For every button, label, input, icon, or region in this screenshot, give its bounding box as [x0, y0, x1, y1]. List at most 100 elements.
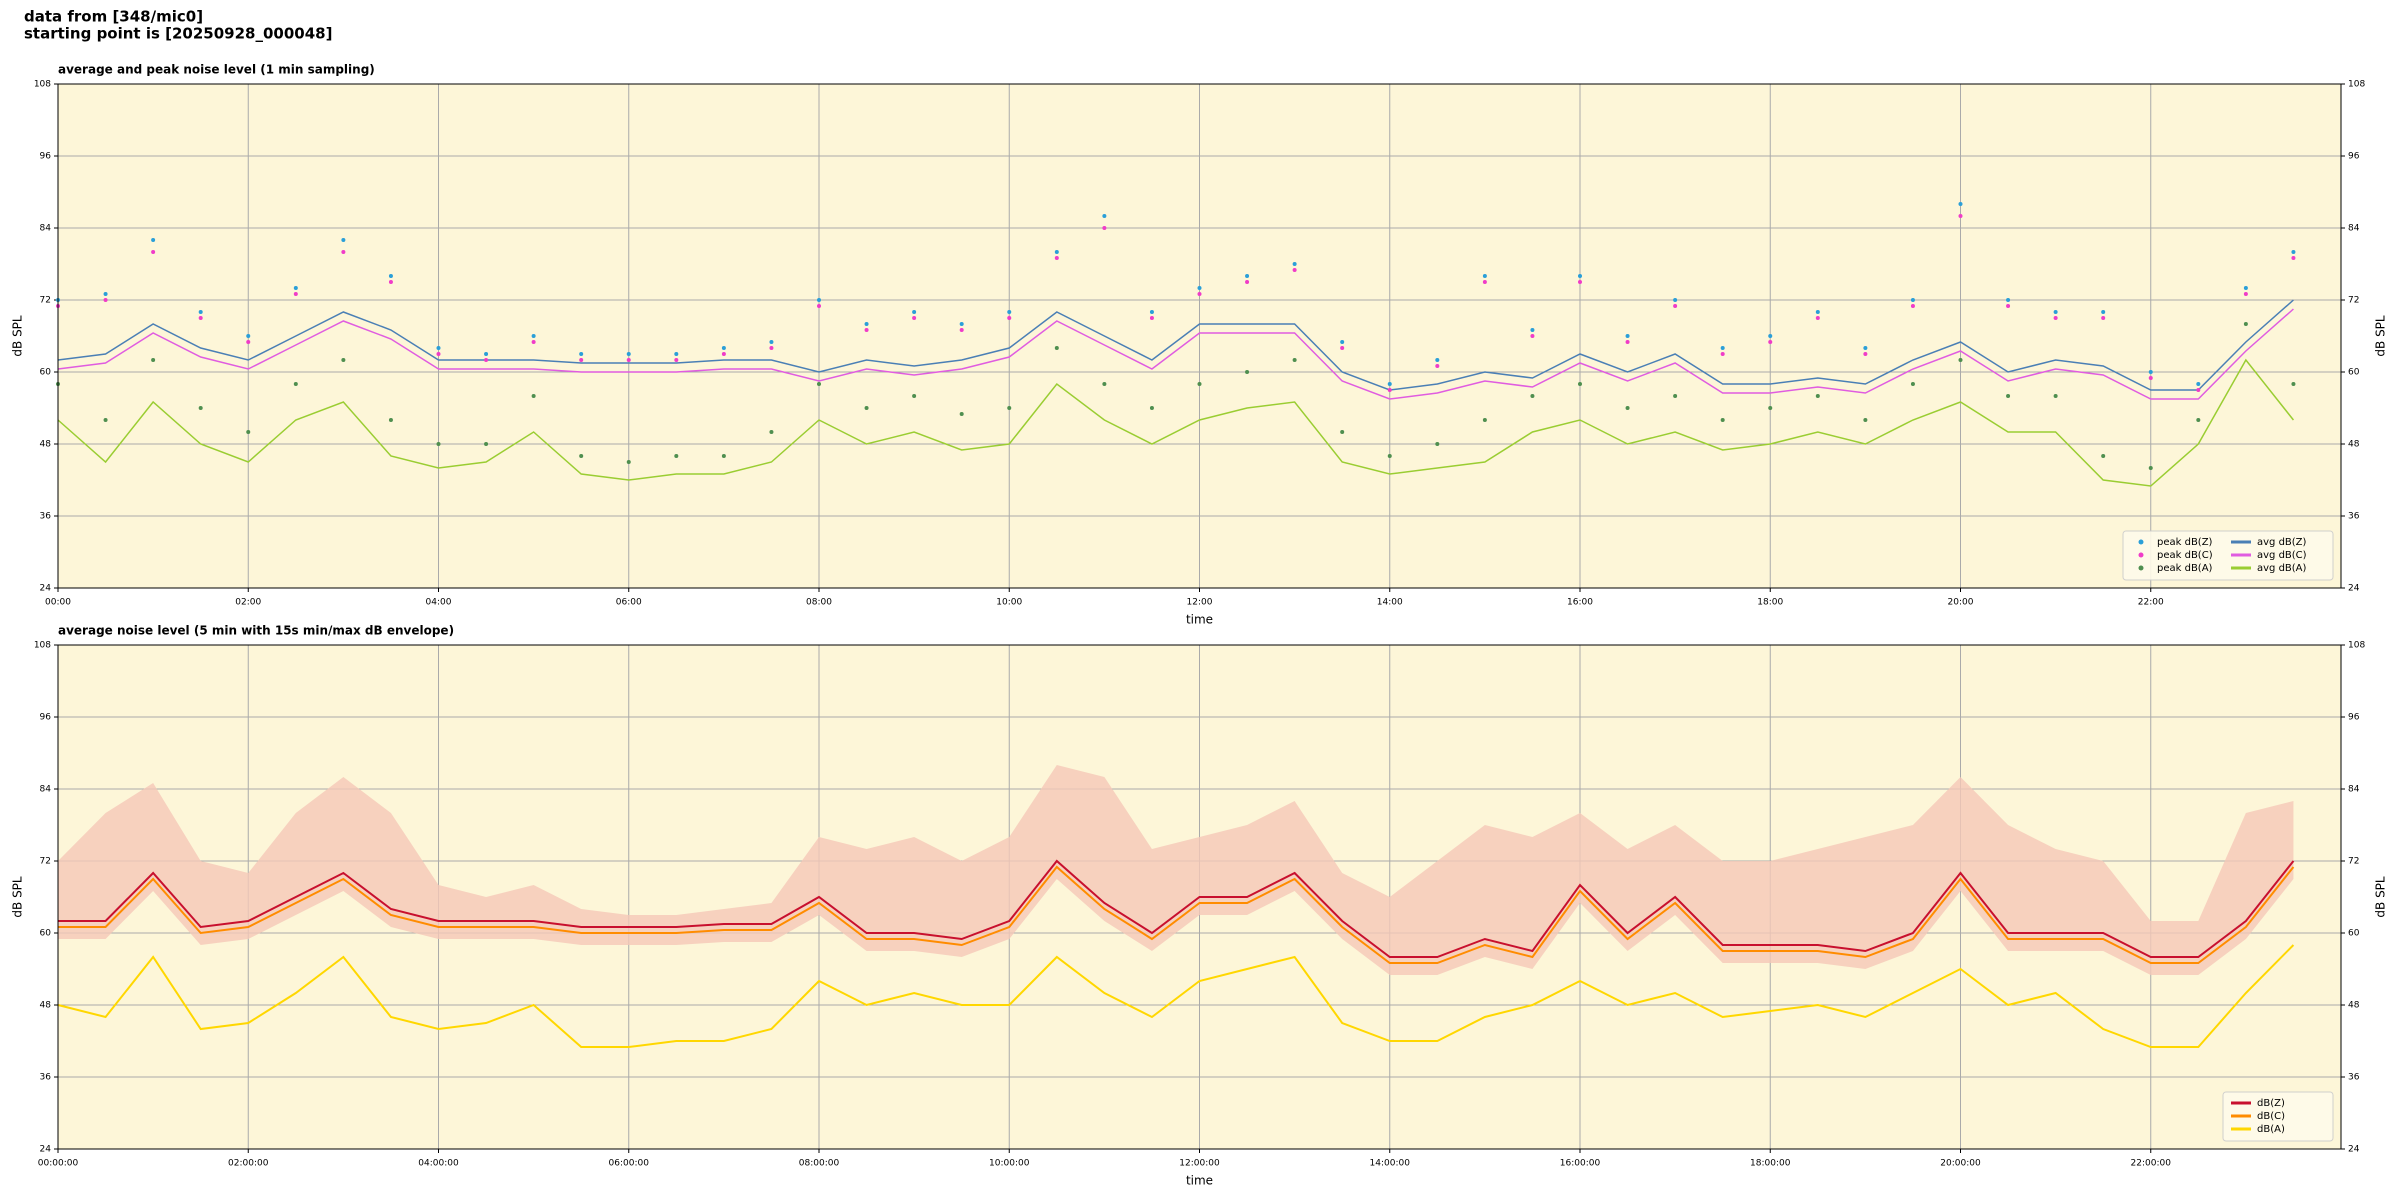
- x-tick-label: 16:00: [1567, 598, 1593, 608]
- y-tick-label: 36: [40, 512, 52, 522]
- legend-marker: [2138, 539, 2144, 545]
- peak-point: [1482, 274, 1487, 278]
- series-line: [57, 358, 2295, 487]
- peak-point: [2053, 316, 2058, 320]
- x-tick-label: 10:00: [996, 598, 1022, 608]
- y-tick-label: 60: [40, 929, 52, 939]
- y-tick-label: 96: [40, 713, 52, 723]
- peak-point: [1815, 394, 1820, 398]
- peak-point: [864, 328, 869, 332]
- y-tick-label: 24: [40, 1145, 52, 1155]
- peak-point: [769, 346, 774, 350]
- peak-point: [198, 316, 203, 320]
- peak-point: [1435, 442, 1440, 446]
- x-tick-label: 22:00: [2138, 598, 2164, 608]
- x-tick-label: 02:00:00: [228, 1159, 269, 1169]
- peak-point: [2101, 316, 2106, 320]
- legend-marker: [2138, 565, 2144, 571]
- peak-point: [531, 334, 536, 338]
- peak-point: [1530, 328, 1535, 332]
- peak-point: [2243, 292, 2248, 296]
- series-line: [58, 859, 2295, 958]
- peak-point: [1530, 394, 1535, 398]
- peak-point: [817, 304, 821, 308]
- chart-title: average noise level (5 min with 15s min/…: [58, 624, 454, 638]
- x-tick-label: 10:00:00: [989, 1159, 1030, 1169]
- peak-point: [1387, 388, 1392, 392]
- peak-point: [2006, 394, 2011, 398]
- legend-label: avg dB(C): [2257, 550, 2307, 561]
- peak-point: [103, 292, 108, 296]
- peak-point: [579, 358, 584, 362]
- x-tick-label: 02:00: [235, 598, 261, 608]
- y-tick-label: 72: [40, 857, 51, 867]
- series-line: [57, 944, 2295, 1048]
- y-tick-label-right: 36: [2348, 512, 2360, 522]
- peak-point: [1720, 352, 1725, 356]
- peak-point: [674, 358, 679, 362]
- peak-point: [1292, 358, 1297, 362]
- peak-point: [721, 346, 726, 350]
- peak-point: [436, 352, 441, 356]
- peak-point: [1387, 382, 1392, 386]
- x-tick-label: 18:00:00: [1750, 1159, 1791, 1169]
- legend-marker: [2138, 552, 2144, 558]
- y-tick-label-right: 60: [2348, 929, 2360, 939]
- y-tick-label-right: 72: [2348, 857, 2359, 867]
- legend-box: [2122, 530, 2334, 581]
- y-tick-label-right: 72: [2348, 296, 2359, 306]
- peak-point: [1197, 292, 1202, 296]
- peak-point: [1863, 346, 1868, 350]
- x-tick-label: 16:00:00: [1560, 1159, 1601, 1169]
- plot-frame: [57, 83, 2342, 589]
- legend-label: avg dB(Z): [2257, 537, 2307, 548]
- peak-point: [579, 454, 584, 458]
- peak-point: [817, 382, 821, 386]
- peak-point: [246, 334, 251, 338]
- peak-point: [1054, 250, 1059, 254]
- peak-point: [388, 280, 393, 284]
- peak-point: [1768, 340, 1773, 344]
- legend-label: avg dB(A): [2257, 563, 2307, 574]
- peak-point: [1768, 406, 1773, 410]
- peak-point: [1435, 364, 1440, 368]
- plot-frame: [57, 644, 2342, 1150]
- peak-point: [1910, 382, 1915, 386]
- peak-point: [293, 292, 298, 296]
- peak-point: [1720, 418, 1725, 422]
- peak-point: [1149, 316, 1154, 320]
- y-axis-label: dB SPL: [11, 876, 25, 918]
- peak-point: [1435, 358, 1440, 362]
- header-start: starting point is [20250928_000048]: [24, 25, 332, 43]
- peak-point: [2196, 388, 2201, 392]
- y-tick-label-right: 24: [2348, 1145, 2360, 1155]
- peak-point: [864, 406, 869, 410]
- peak-point: [1197, 286, 1202, 290]
- peak-point: [2148, 466, 2153, 470]
- peak-point: [293, 382, 298, 386]
- peak-point: [341, 358, 346, 362]
- peak-point: [1625, 334, 1630, 338]
- y-tick-label-right: 108: [2348, 641, 2365, 651]
- peak-point: [1482, 418, 1487, 422]
- peak-point: [1958, 202, 1963, 206]
- peak-point: [151, 250, 156, 254]
- envelope-area: [58, 765, 2294, 975]
- peak-point: [2291, 382, 2296, 386]
- peak-point: [1007, 316, 1012, 320]
- peak-point: [1815, 310, 1820, 314]
- peak-point: [1102, 382, 1107, 386]
- peak-point: [484, 358, 489, 362]
- peak-point: [626, 352, 631, 356]
- peak-point: [341, 238, 346, 242]
- peak-point: [246, 430, 251, 434]
- peak-point: [1578, 382, 1582, 386]
- y-axis-label-right: dB SPL: [2374, 876, 2388, 918]
- x-tick-label: 14:00:00: [1370, 1159, 1411, 1169]
- peak-point: [1910, 304, 1915, 308]
- peak-point: [959, 412, 964, 416]
- y-tick-label: 84: [40, 224, 52, 234]
- peak-point: [2101, 454, 2106, 458]
- peak-point: [1958, 214, 1963, 218]
- x-tick-label: 12:00:00: [1179, 1159, 1220, 1169]
